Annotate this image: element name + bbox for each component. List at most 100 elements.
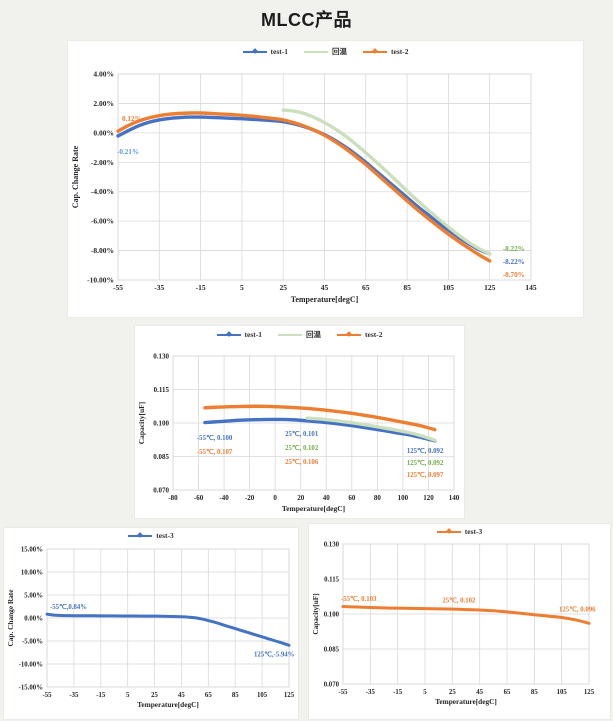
x-tick-label: 105 xyxy=(443,283,455,292)
data-label-annotation: 125℃, 0.092 xyxy=(407,447,444,455)
x-tick-label: 5 xyxy=(240,283,244,292)
y-tick-label: -10.00% xyxy=(87,276,114,285)
x-tick-label: -60 xyxy=(194,494,204,502)
y-tick-label: 0.115 xyxy=(324,577,340,584)
y-tick-label: 0.00% xyxy=(93,128,114,137)
y-tick-label: -5.00% xyxy=(22,639,43,646)
x-tick-label: 65 xyxy=(504,689,511,696)
x-tick-label: 20 xyxy=(297,494,305,502)
chart-panel-capacity: -80 -60 -40 -20 0 20 40 60 80 100 120 140 0.130 0.115… xyxy=(134,325,465,519)
x-tick-label: 5 xyxy=(126,692,130,699)
x-tick-label: 45 xyxy=(476,689,483,696)
x-tick-label: -20 xyxy=(245,494,255,502)
x-tick-label: 45 xyxy=(321,283,329,292)
y-tick-label: -4.00% xyxy=(91,187,114,196)
x-tick-label: 125 xyxy=(284,692,295,699)
x-axis-title: Temperature[degC] xyxy=(291,295,359,304)
y-tick-label: 0.115 xyxy=(154,386,170,394)
plot-border xyxy=(46,548,290,688)
x-tick-label: 85 xyxy=(403,283,411,292)
x-tick-label: -15 xyxy=(196,283,206,292)
x-tick-label: -55 xyxy=(338,689,348,696)
data-label-annotation: -8.22% xyxy=(503,258,525,266)
y-axis-title: Capacity[uF] xyxy=(311,593,320,634)
x-tick-label: 85 xyxy=(232,692,239,699)
x-tick-label: 25 xyxy=(279,283,287,292)
x-tick-label: -55 xyxy=(42,692,52,699)
y-axis-title: Cap. Change Rate xyxy=(71,145,80,208)
x-tick-label: -80 xyxy=(168,494,178,502)
x-tick-label: 65 xyxy=(362,283,370,292)
series-test-3 xyxy=(341,605,591,625)
y-tick-label: 5.00% xyxy=(24,593,43,600)
data-label-annotation: -55℃, 0.103 xyxy=(341,595,377,603)
x-tick-label: 105 xyxy=(557,689,568,696)
x-tick-label: 40 xyxy=(323,494,331,502)
x-axis-title: Temperature[degC] xyxy=(282,504,345,513)
data-label-annotation: -55℃,0.84% xyxy=(50,603,87,611)
page-title: MLCC产品 xyxy=(261,10,352,30)
y-tick-label: -10.00% xyxy=(19,662,44,669)
series-test-1 xyxy=(116,115,492,256)
data-label-annotation: 125℃, 0.097 xyxy=(407,471,444,479)
plot-border xyxy=(172,355,455,491)
plot-border xyxy=(117,73,532,281)
y-tick-label: 0.070 xyxy=(153,487,169,495)
y-tick-label: 15.00% xyxy=(21,547,43,554)
chart-svg-1: -55 -35 -15 5 25 45 65 85 105 125 145 4.00% 2.00% 0.0… xyxy=(71,70,537,305)
chart-svg-2: -80 -60 -40 -20 0 20 40 60 80 100 120 140 0.130 0.115… xyxy=(137,353,460,514)
x-tick-label: 85 xyxy=(531,689,538,696)
y-axis-title: Capacity[uF] xyxy=(137,402,146,445)
chart-svg-4: -55 -35 -15 5 25 45 65 85 105 125 0.130 0.115 0.100 0… xyxy=(311,542,596,707)
x-tick-label: 25 xyxy=(449,689,456,696)
x-tick-label: 120 xyxy=(423,494,434,502)
x-tick-label: 145 xyxy=(525,283,537,292)
data-label-annotation: 25℃, 0.101 xyxy=(285,430,319,438)
data-label-annotation: 125℃, 0.096 xyxy=(559,605,596,613)
x-tick-label: 25 xyxy=(151,692,158,699)
series-test-3 xyxy=(45,612,291,647)
data-label-annotation: 0.12% xyxy=(122,115,142,123)
y-tick-label: -6.00% xyxy=(91,217,114,226)
series-test-1 xyxy=(203,417,437,443)
data-label-annotation: 25℃, 0.102 xyxy=(285,444,319,452)
series-回温 xyxy=(305,416,437,442)
y-tick-label: 0.130 xyxy=(324,542,340,549)
x-tick-label: -40 xyxy=(219,494,229,502)
y-tick-label: 10.00% xyxy=(21,570,43,577)
data-label-annotation: -0.21% xyxy=(117,148,139,156)
y-tick-label: -8.00% xyxy=(91,246,114,255)
y-tick-label: 0.100 xyxy=(324,612,340,619)
x-tick-label: 45 xyxy=(178,692,185,699)
y-tick-label: -15.00% xyxy=(19,685,44,692)
x-tick-label: 125 xyxy=(484,283,496,292)
x-tick-label: 80 xyxy=(374,494,382,502)
x-tick-label: 105 xyxy=(257,692,268,699)
x-tick-label: -35 xyxy=(366,689,376,696)
data-label-annotation: -8.70% xyxy=(503,271,525,279)
data-label-annotation: -55℃, 0.100 xyxy=(197,434,233,442)
data-label-annotation: 125℃,-5.94% xyxy=(254,650,295,658)
y-tick-label: 0.00% xyxy=(24,616,43,623)
data-label-annotation: 25℃, 0.106 xyxy=(285,458,319,466)
plot-border xyxy=(342,543,590,685)
data-label-annotation: 125℃, 0.092 xyxy=(407,459,444,467)
x-tick-label: 0 xyxy=(273,494,277,502)
y-tick-label: 0.100 xyxy=(153,420,169,428)
chart-panel-cap-change-rate: -55 -35 -15 5 25 45 65 85 105 125 145 4.00% 2.00% 0.0… xyxy=(67,40,584,318)
y-tick-label: 0.070 xyxy=(324,682,340,689)
data-label-annotation: 25℃, 0.102 xyxy=(442,596,476,604)
series-test-2 xyxy=(203,404,437,432)
chart-svg-3: -55 -35 -15 5 25 45 65 85 105 125 15.00% 10.00% 5.00… xyxy=(6,547,295,710)
x-axis-title: Temperature[degC] xyxy=(435,697,497,706)
chart-panel-test3-cap-change-rate: -55 -35 -15 5 25 45 65 85 105 125 15.00% 10.00% 5.00… xyxy=(3,527,299,720)
x-tick-label: -35 xyxy=(154,283,164,292)
x-tick-label: 125 xyxy=(584,689,595,696)
data-label-annotation: -8.22% xyxy=(503,245,525,253)
x-tick-label: 5 xyxy=(423,689,427,696)
x-axis-title: Temperature[degC] xyxy=(137,700,199,709)
x-tick-label: 140 xyxy=(449,494,460,502)
y-tick-label: 0.130 xyxy=(153,353,169,361)
series-回温 xyxy=(281,108,492,256)
x-tick-label: 65 xyxy=(205,692,212,699)
